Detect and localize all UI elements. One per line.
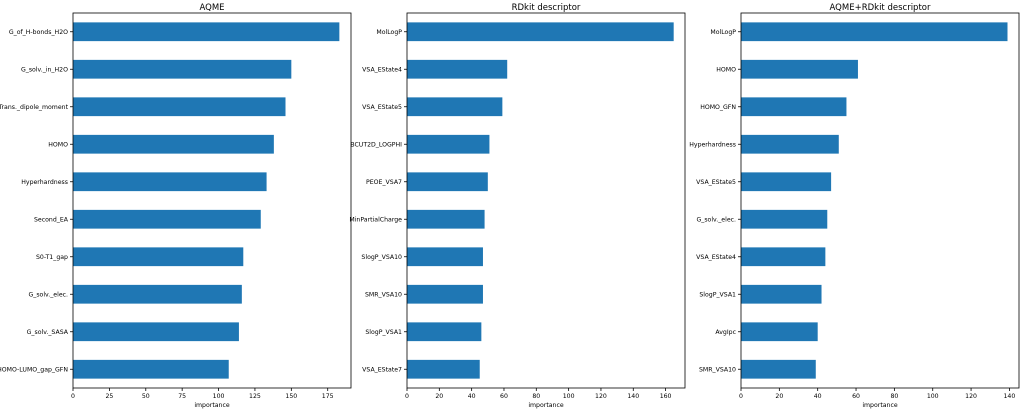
- y-tick-label: BCUT2D_LOGPHI: [350, 141, 402, 148]
- y-tick-label: VSA_EState4: [696, 254, 736, 261]
- y-tick-label: Second_EA: [34, 216, 69, 223]
- bar: [73, 359, 229, 379]
- x-axis-label: importance: [194, 402, 230, 409]
- x-tick-label: 25: [105, 393, 113, 400]
- chart-title: AQME+RDkit descriptor: [830, 3, 931, 13]
- y-tick-label: HOMO_GFN: [700, 104, 736, 111]
- x-tick-label: 60: [852, 393, 860, 400]
- y-tick-label: Hyperhardness: [689, 141, 736, 148]
- bar: [407, 97, 503, 117]
- y-tick-label: G_solv._elec.: [696, 216, 736, 223]
- bar: [73, 97, 286, 117]
- bar: [741, 59, 858, 79]
- x-tick-label: 20: [435, 393, 443, 400]
- x-tick-label: 60: [500, 393, 508, 400]
- y-tick-label: SMR_VSA10: [365, 291, 402, 298]
- bar: [73, 172, 267, 192]
- x-tick-label: 150: [285, 393, 297, 400]
- y-tick-label: VSA_EState4: [362, 66, 402, 73]
- y-tick-label: MolLogP: [376, 29, 402, 36]
- x-tick-label: 100: [927, 393, 939, 400]
- x-tick-label: 140: [1004, 393, 1016, 400]
- plot-frame: [740, 12, 1020, 389]
- bar: [741, 284, 822, 304]
- y-tick-label: MolLogP: [710, 29, 736, 36]
- x-tick-label: 0: [71, 393, 75, 400]
- x-tick-label: 0: [405, 393, 409, 400]
- y-tick-label: SlogP_VSA10: [361, 254, 402, 261]
- x-tick-label: 40: [814, 393, 822, 400]
- y-tick-label: S0-T1_gap: [36, 254, 68, 261]
- bar: [741, 134, 839, 154]
- y-tick-label: SlogP_VSA1: [365, 329, 402, 336]
- x-tick-label: 50: [142, 393, 150, 400]
- bar: [407, 284, 483, 304]
- x-tick-label: 40: [468, 393, 476, 400]
- bar: [407, 359, 480, 379]
- y-tick-label: VSA_EState5: [362, 104, 402, 111]
- y-tick-label: PEOE_VSA7: [366, 179, 402, 186]
- x-tick-label: 80: [532, 393, 540, 400]
- y-tick-label: MinPartialCharge: [349, 216, 402, 223]
- chart-title: RDkit descriptor: [512, 3, 581, 13]
- chart-panel-2: RDkit descriptor MolLogP VSA_EState4 VSA_ES…: [349, 3, 686, 409]
- x-tick-label: 160: [660, 393, 672, 400]
- x-tick-label: 0: [739, 393, 743, 400]
- y-tick-label: HOMO: [716, 66, 736, 73]
- bar: [741, 322, 818, 342]
- y-tick-label: HOMO: [48, 141, 68, 148]
- bar: [73, 209, 261, 229]
- chart-title: AQME: [199, 3, 224, 13]
- y-tick-label: VSA_EState5: [696, 179, 736, 186]
- x-tick-label: 100: [563, 393, 575, 400]
- y-tick-label: Hyperhardness: [21, 179, 68, 186]
- y-tick-label: SlogP_VSA1: [699, 291, 736, 298]
- y-tick-label: G_of_H-bonds_H2O: [9, 29, 68, 36]
- bar: [73, 284, 242, 304]
- bar: [741, 172, 832, 192]
- x-tick-label: 100: [213, 393, 225, 400]
- bar: [741, 359, 816, 379]
- x-tick-label: 120: [595, 393, 607, 400]
- x-tick-label: 80: [890, 393, 898, 400]
- bar: [407, 209, 485, 229]
- bar: [407, 322, 482, 342]
- bar: [407, 22, 674, 42]
- bar: [73, 247, 244, 267]
- chart-panel-1: AQME G_of_H-bonds_H2O G_solv._in_H2O Trans.…: [0, 3, 352, 409]
- bar: [741, 247, 826, 267]
- plot-frame: [406, 12, 686, 389]
- bar: [741, 97, 847, 117]
- y-tick-label: VSA_EState7: [362, 366, 402, 373]
- y-tick-label: AvgIpc: [715, 329, 736, 336]
- bar: [407, 134, 490, 154]
- bar: [73, 322, 239, 342]
- x-tick-label: 125: [249, 393, 261, 400]
- x-axis-label: importance: [862, 402, 898, 409]
- x-tick-label: 140: [627, 393, 639, 400]
- bar: [73, 134, 274, 154]
- plot-frame: [72, 12, 352, 389]
- bar: [741, 209, 828, 229]
- y-tick-label: HOMO-LUMO_gap_GFN: [0, 366, 68, 373]
- x-tick-label: 75: [178, 393, 186, 400]
- bar: [407, 247, 483, 267]
- y-tick-label: SMR_VSA10: [699, 366, 736, 373]
- bar: [407, 59, 508, 79]
- x-tick-label: 120: [965, 393, 977, 400]
- x-tick-label: 175: [322, 393, 334, 400]
- bar: [73, 22, 340, 42]
- y-tick-label: G_solv._SASA: [27, 329, 69, 336]
- bar: [741, 22, 1008, 42]
- x-tick-label: 20: [775, 393, 783, 400]
- x-axis-label: importance: [528, 402, 564, 409]
- bar: [407, 172, 488, 192]
- y-tick-label: Trans._dipole_moment: [0, 104, 69, 111]
- bar: [73, 59, 292, 79]
- y-tick-label: G_solv._elec.: [28, 291, 68, 298]
- y-tick-label: G_solv._in_H2O: [21, 66, 68, 73]
- chart-panel-3: AQME+RDkit descriptor MolLogP HOMO HOMO_GFN…: [689, 3, 1020, 409]
